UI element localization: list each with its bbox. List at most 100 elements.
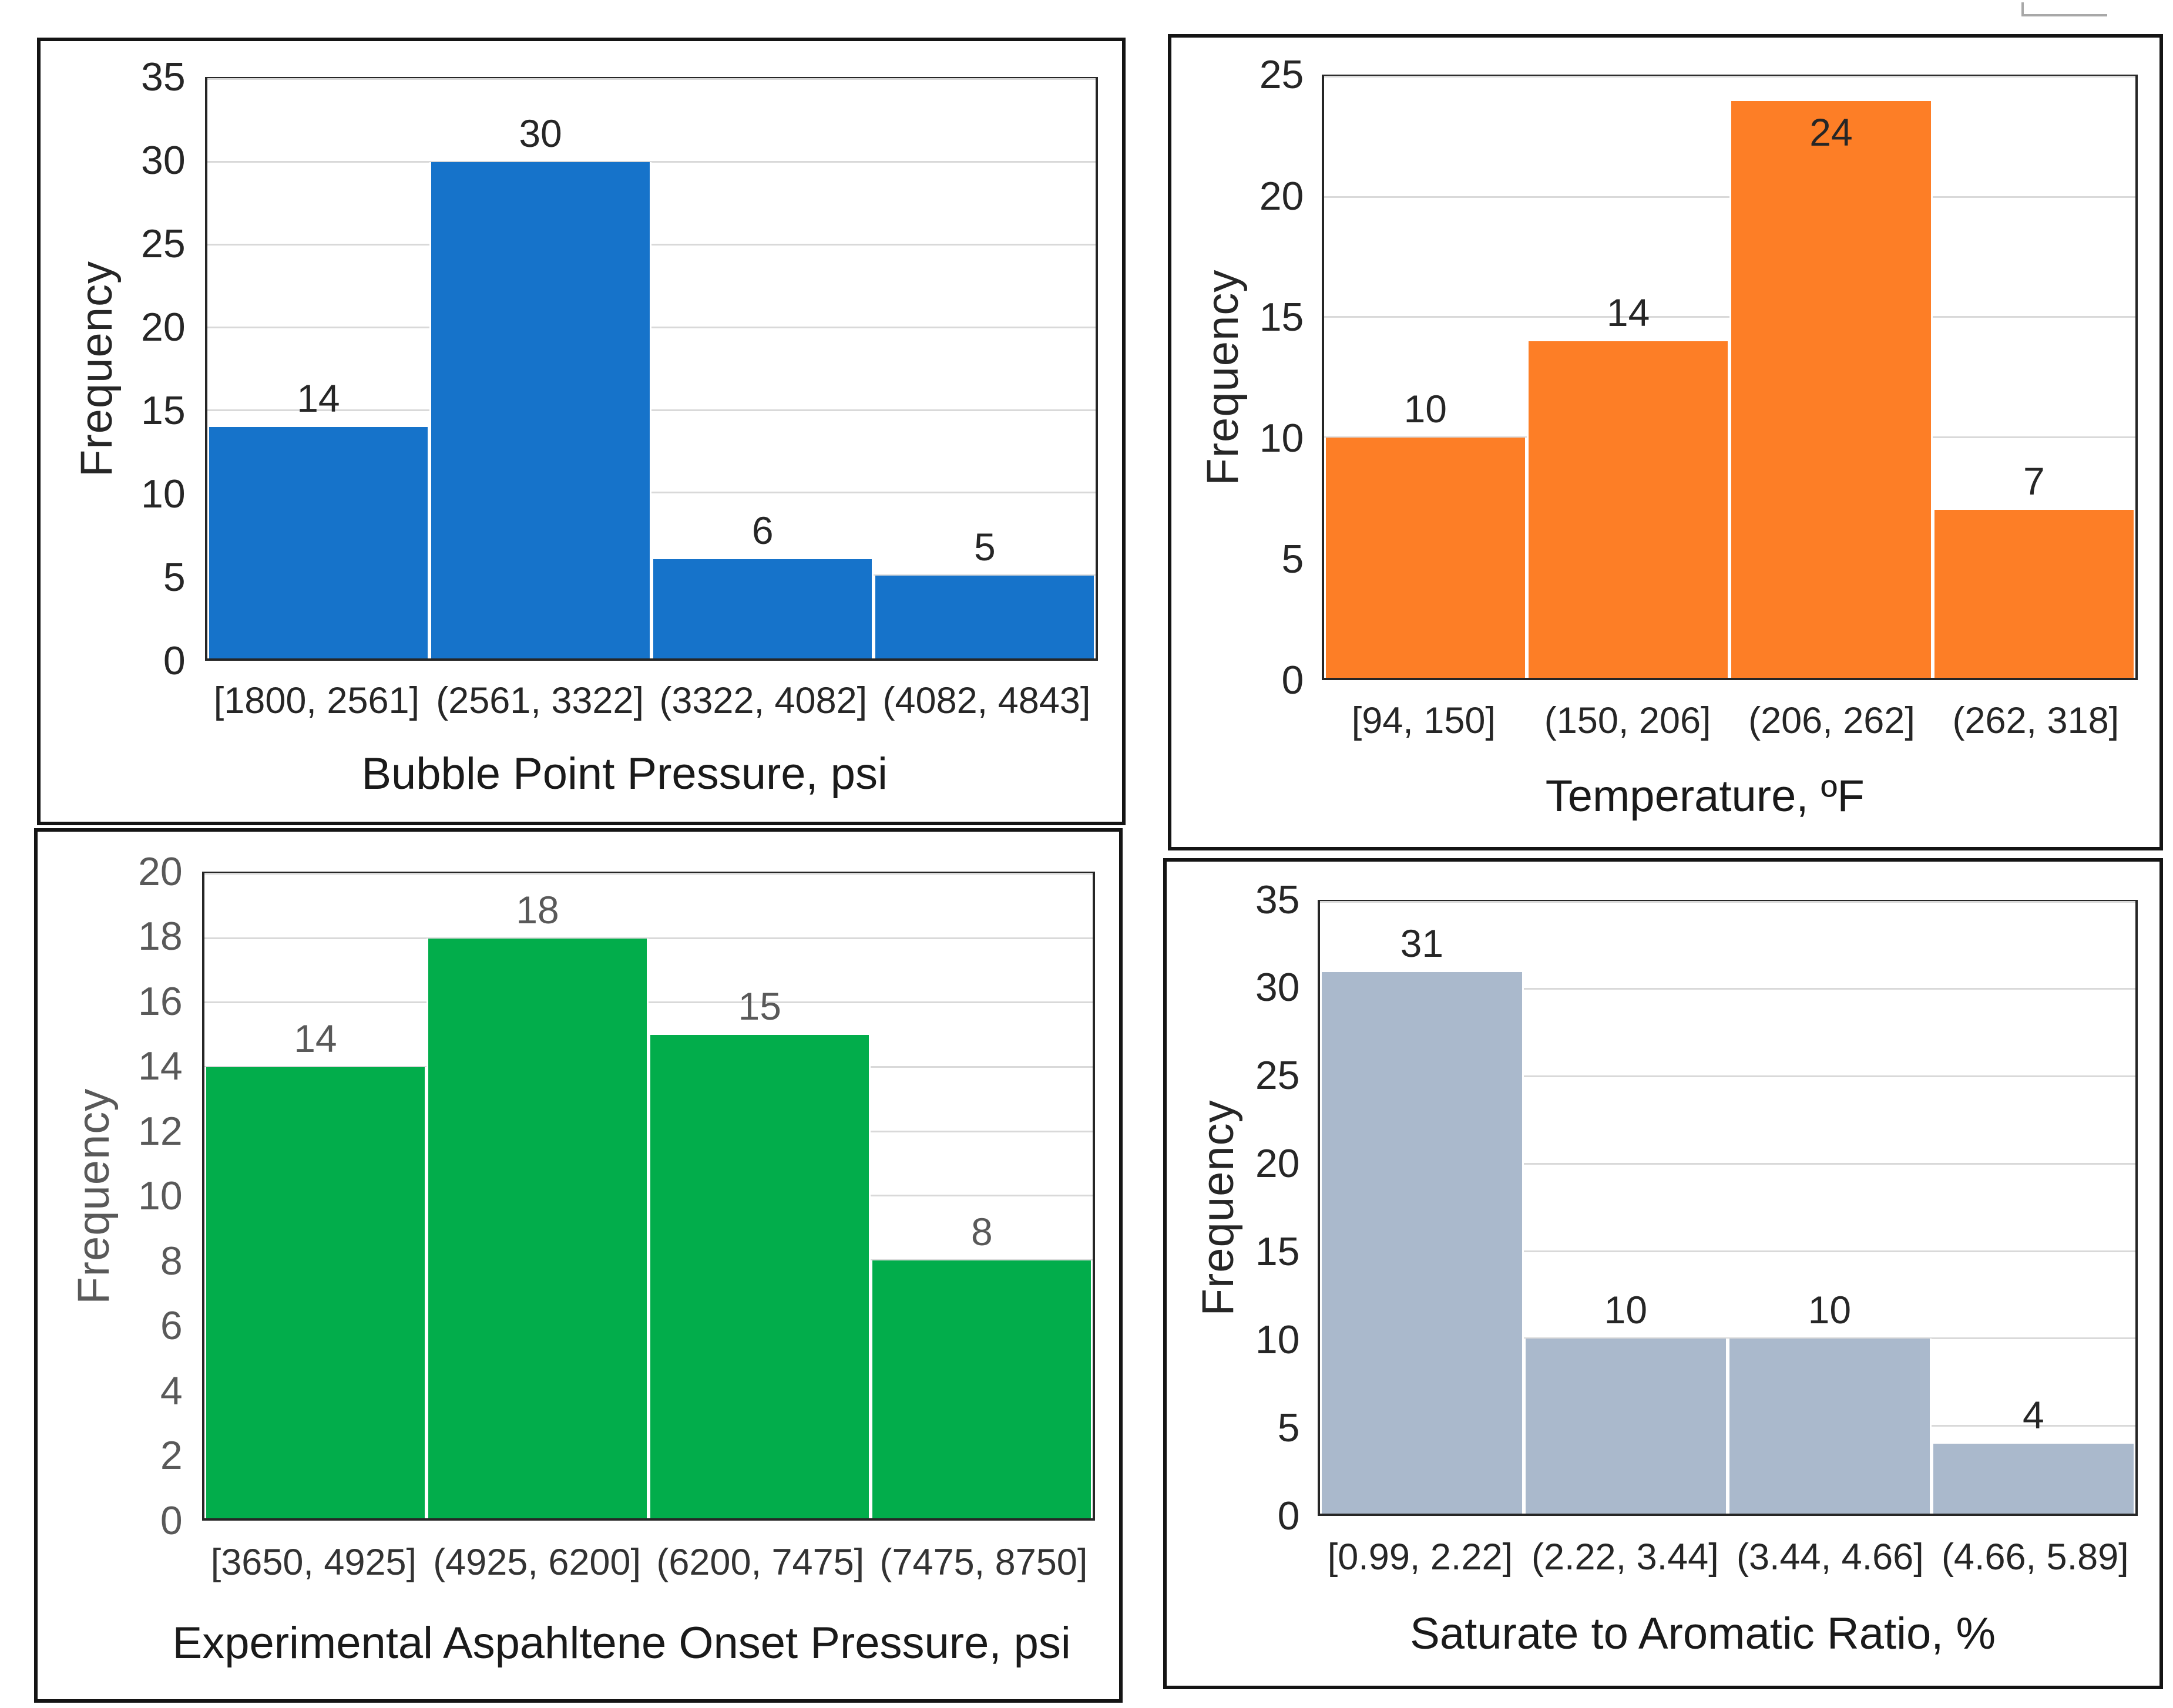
- data-label: 10: [1604, 1288, 1648, 1332]
- y-tick-label: 2: [160, 1433, 183, 1478]
- x-axis-tick-labels: [94, 150] (150, 206] (206, 262] (262, 318]: [1322, 700, 2138, 742]
- gridline: [204, 937, 1093, 939]
- plot-area: 31 10 10 4: [1317, 899, 2138, 1516]
- gridline: [207, 492, 1096, 494]
- gridline: [1324, 76, 2135, 78]
- x-tick-label: (262, 318]: [1952, 700, 2120, 742]
- bar-1: [204, 1067, 426, 1518]
- data-label: 15: [738, 984, 781, 1028]
- y-tick-label: 5: [1277, 1406, 1300, 1451]
- y-tick-label: 25: [1255, 1053, 1300, 1098]
- y-tick-label: 15: [1255, 1229, 1300, 1275]
- gridline: [1319, 1075, 2135, 1078]
- y-tick-label: 0: [160, 1498, 183, 1543]
- panel-temperature: Frequency 0 5 10 15 20 25 10 14 24 7 [94, 150] (1…: [1168, 34, 2163, 850]
- x-tick-label: (4925, 6200]: [433, 1542, 641, 1583]
- y-tick-label: 5: [1281, 536, 1304, 581]
- x-axis-title: Temperature, ºF: [1545, 771, 1865, 822]
- y-tick-label: 10: [141, 472, 186, 517]
- data-label: 8: [971, 1210, 993, 1254]
- y-tick-label: 20: [1255, 1141, 1300, 1186]
- x-tick-label: (4.66, 5.89]: [1941, 1536, 2129, 1578]
- x-tick-label: [3650, 4925]: [210, 1542, 417, 1583]
- y-tick-label: 25: [141, 221, 186, 267]
- data-label: 30: [519, 112, 562, 155]
- x-tick-label: (150, 206]: [1544, 700, 1711, 742]
- y-tick-label: 5: [163, 555, 186, 600]
- gridline: [1319, 1250, 2135, 1252]
- data-label: 10: [1403, 387, 1447, 431]
- histogram-asphaltene-onset-pressure: Frequency 0 2 4 6 8 10 12 14 16 18 20 14 18 15 8 [365…: [38, 832, 1119, 1699]
- y-tick-label: 25: [1259, 52, 1304, 97]
- y-tick-label: 20: [1259, 173, 1304, 218]
- x-axis-title: Experimental Aspahltene Onset Pressure, …: [172, 1618, 1071, 1669]
- gridline: [207, 78, 1096, 80]
- x-tick-label: (2.22, 3.44]: [1531, 1536, 1719, 1578]
- plot-area: 14 30 6 5: [204, 77, 1099, 661]
- bar-4: [874, 576, 1096, 659]
- bar-3: [1729, 101, 1933, 678]
- gridline: [1319, 900, 2135, 903]
- data-label: 4: [2022, 1393, 2044, 1437]
- x-tick-label: [1800, 2561]: [213, 680, 420, 722]
- plot-area: 14 18 15 8: [201, 871, 1096, 1521]
- bar-3: [1727, 1339, 1932, 1514]
- x-tick-label: (6200, 7475]: [656, 1542, 865, 1583]
- bar-2: [1523, 1339, 1728, 1514]
- x-axis-tick-labels: [0.99, 2.22] (2.22, 3.44] (3.44, 4.66] (4.6…: [1318, 1536, 2138, 1578]
- data-label: 5: [974, 525, 996, 569]
- gridline: [207, 409, 1096, 411]
- bar-2: [429, 162, 652, 659]
- y-tick-label: 12: [138, 1108, 183, 1154]
- panel-asphaltene-onset-pressure: Frequency 0 2 4 6 8 10 12 14 16 18 20 14 18 15 8 [365…: [34, 828, 1123, 1703]
- x-axis-title: Bubble Point Pressure, psi: [361, 749, 888, 799]
- x-tick-label: (7475, 8750]: [879, 1542, 1088, 1583]
- y-tick-label: 10: [1259, 415, 1304, 460]
- y-tick-label: 20: [141, 305, 186, 350]
- y-tick-label: 0: [1281, 658, 1304, 703]
- data-label: 14: [294, 1016, 337, 1060]
- histogram-temperature: Frequency 0 5 10 15 20 25 10 14 24 7 [94, 150] (1…: [1171, 38, 2159, 847]
- data-label: 7: [2023, 459, 2045, 503]
- data-label: 14: [1606, 291, 1650, 335]
- y-axis-tick-labels: 0 5 10 15 20 25 30 35: [41, 57, 186, 681]
- data-label: 24: [1809, 110, 1853, 154]
- gridline: [1319, 1337, 2135, 1340]
- panel-saturate-to-aromatic-ratio: Frequency 0 5 10 15 20 25 30 35 31 10 10 4 [0.99, …: [1163, 858, 2163, 1689]
- y-tick-label: 18: [138, 914, 183, 959]
- gridline: [207, 243, 1096, 246]
- y-tick-label: 10: [1255, 1317, 1300, 1363]
- gridline: [1319, 1162, 2135, 1165]
- bar-2: [1526, 341, 1730, 678]
- gridline: [207, 161, 1096, 163]
- y-tick-label: 30: [1255, 965, 1300, 1010]
- y-tick-label: 15: [1259, 294, 1304, 339]
- bar-2: [426, 938, 649, 1518]
- y-tick-label: 4: [160, 1368, 183, 1413]
- x-axis-tick-labels: [3650, 4925] (4925, 6200] (6200, 7475] (747…: [202, 1541, 1096, 1583]
- gridline: [207, 326, 1096, 328]
- bar-3: [651, 559, 874, 659]
- x-axis-tick-labels: [1800, 2561] (2561, 3322] (3322, 4082] (408…: [205, 680, 1099, 722]
- plot-area: 10 14 24 7: [1321, 75, 2138, 681]
- x-tick-label: (206, 262]: [1748, 700, 1915, 742]
- y-tick-label: 0: [1277, 1493, 1300, 1538]
- y-axis-tick-labels: 0 5 10 15 20 25 30 35: [1167, 880, 1300, 1536]
- gridline: [204, 872, 1093, 875]
- x-tick-label: (2561, 3322]: [436, 680, 644, 722]
- bar-1: [1324, 438, 1527, 678]
- data-label: 10: [1808, 1288, 1852, 1332]
- data-label: 18: [516, 887, 559, 932]
- y-tick-label: 35: [141, 55, 186, 100]
- x-tick-label: (3.44, 4.66]: [1736, 1536, 1924, 1578]
- x-tick-label: [94, 150]: [1351, 700, 1496, 742]
- data-label: 31: [1400, 921, 1444, 965]
- bar-1: [207, 426, 429, 659]
- x-tick-label: [0.99, 2.22]: [1327, 1536, 1513, 1578]
- y-tick-label: 6: [160, 1303, 183, 1349]
- y-axis-tick-labels: 0 5 10 15 20 25: [1171, 55, 1304, 700]
- y-tick-label: 10: [138, 1174, 183, 1219]
- bar-3: [649, 1035, 871, 1518]
- y-tick-label: 8: [160, 1238, 183, 1283]
